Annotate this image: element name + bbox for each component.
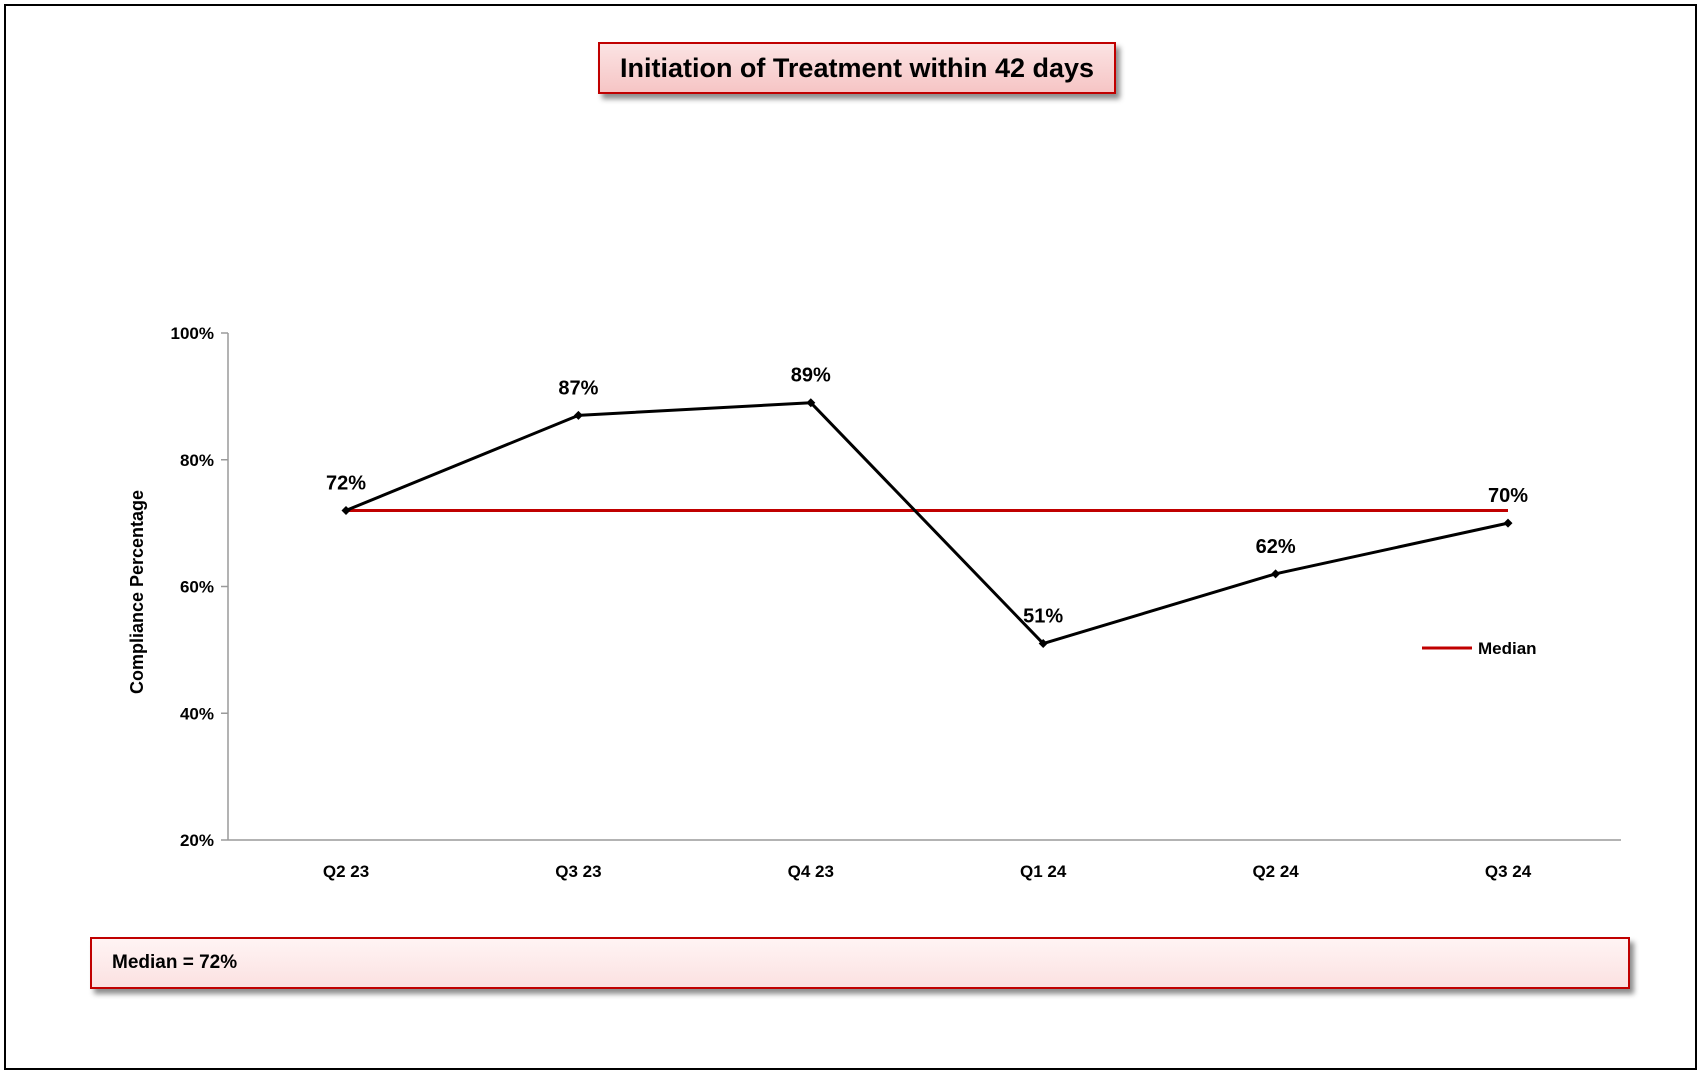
y-tick-label: 40% bbox=[180, 704, 214, 723]
x-tick-label: Q2 23 bbox=[323, 862, 369, 881]
x-tick-label: Q3 23 bbox=[555, 862, 601, 881]
data-label: 51% bbox=[1023, 606, 1063, 628]
data-point bbox=[1271, 569, 1281, 579]
legend-label-median: Median bbox=[1478, 639, 1537, 658]
data-point bbox=[806, 398, 816, 408]
chart-frame: Initiation of Treatment within 42 days 2… bbox=[4, 4, 1697, 1070]
x-axis-ticks: Q2 23 Q3 23 Q4 23 Q1 24 Q2 24 Q3 24 bbox=[323, 862, 1532, 881]
y-tick-label: 100% bbox=[171, 324, 214, 343]
x-tick-label: Q2 24 bbox=[1252, 862, 1299, 881]
y-tick-label: 20% bbox=[180, 831, 214, 850]
x-tick-label: Q4 23 bbox=[788, 862, 834, 881]
x-tick-label: Q3 24 bbox=[1485, 862, 1532, 881]
data-label: 62% bbox=[1256, 536, 1296, 558]
data-point bbox=[1503, 518, 1513, 528]
data-label: 89% bbox=[791, 365, 831, 387]
y-tick-label: 60% bbox=[180, 578, 214, 597]
chart-title: Initiation of Treatment within 42 days bbox=[598, 42, 1116, 94]
series-layer bbox=[341, 398, 1513, 649]
data-labels: 72% 87% 89% 51% 62% 70% bbox=[326, 365, 1528, 628]
y-tick-label: 80% bbox=[180, 451, 214, 470]
median-summary-box: Median = 72% bbox=[90, 937, 1630, 989]
line-chart: 20%40%60%80%100% Q2 23 Q3 23 Q4 23 Q1 24 Q2 … bbox=[127, 324, 1621, 881]
y-axis-title: Compliance Percentage bbox=[127, 490, 147, 694]
data-label: 87% bbox=[558, 377, 598, 399]
legend: Median bbox=[1422, 639, 1537, 658]
data-point bbox=[573, 410, 583, 420]
data-point bbox=[341, 505, 351, 515]
median-summary-text: Median = 72% bbox=[112, 952, 238, 973]
data-point bbox=[1038, 639, 1048, 649]
y-axis-ticks: 20% 40% 60% 80% 100% bbox=[171, 324, 228, 850]
x-tick-label: Q1 24 bbox=[1020, 862, 1067, 881]
data-label: 72% bbox=[326, 472, 366, 494]
axes bbox=[227, 333, 1621, 841]
data-label: 70% bbox=[1488, 485, 1528, 507]
compliance-line bbox=[345, 401, 1509, 646]
